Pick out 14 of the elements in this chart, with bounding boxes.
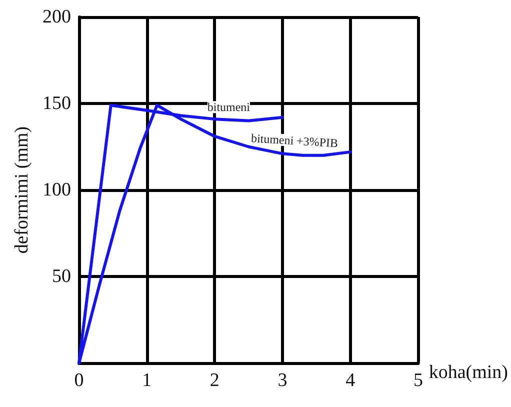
x-tick-label: 1 [142, 370, 152, 391]
x-tick-label: 0 [74, 370, 84, 391]
x-tick-label: 4 [346, 370, 356, 391]
y-tick-label: 50 [52, 266, 71, 287]
y-tick-label: 150 [42, 93, 71, 114]
series-label: bitumeni [207, 100, 251, 114]
x-axis-title: koha(min) [428, 362, 508, 383]
x-tick-label: 3 [278, 370, 288, 391]
x-tick-label: 2 [210, 370, 220, 391]
y-axis-title: deformimi (mm) [12, 126, 33, 254]
x-tick-label: 5 [413, 370, 423, 391]
y-tick-label: 100 [42, 180, 71, 200]
series-label: bitumeni +3%PIB [250, 131, 338, 150]
y-tick-label: 200 [42, 6, 71, 28]
